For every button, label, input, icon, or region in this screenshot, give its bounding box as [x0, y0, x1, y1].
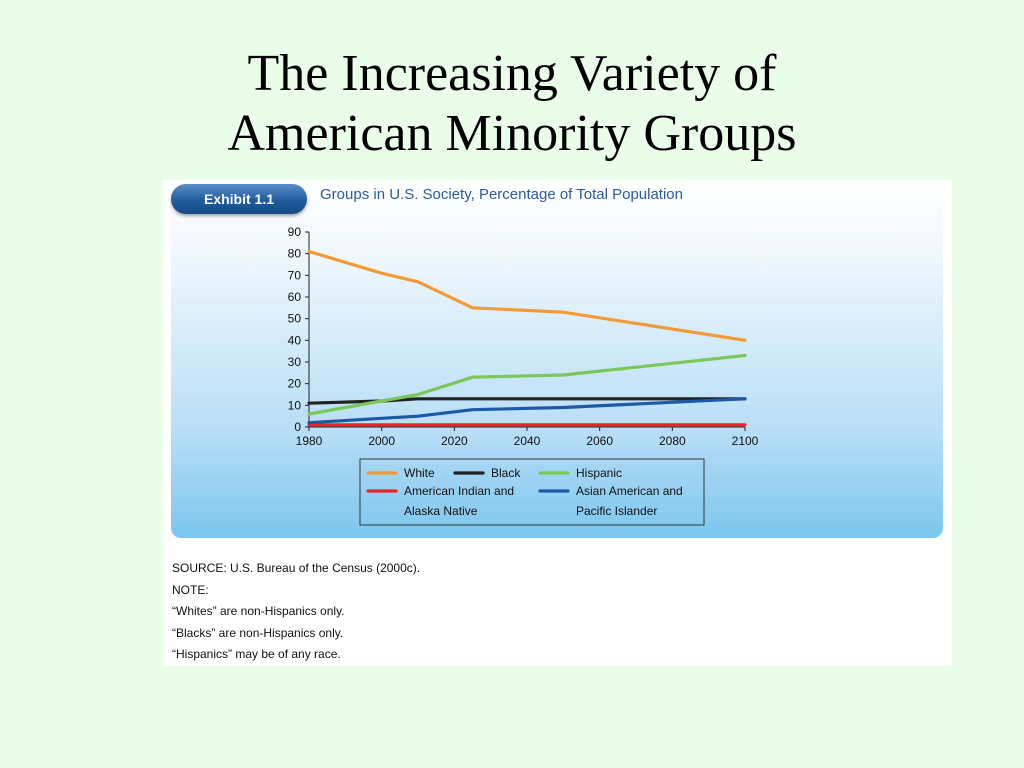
y-tick-label: 50 [288, 312, 302, 326]
y-tick-label: 10 [288, 398, 302, 412]
y-tick-label: 20 [288, 377, 302, 391]
y-tick-label: 70 [288, 268, 302, 282]
x-tick-label: 2020 [441, 434, 468, 448]
y-tick-label: 80 [288, 247, 302, 261]
legend-label: White [404, 466, 435, 480]
legend-label: Pacific Islander [576, 504, 657, 518]
series-line-4 [307, 397, 747, 425]
series-line-2 [307, 353, 747, 416]
slide-title-line-2: American Minority Groups [227, 105, 797, 162]
chart-background [171, 184, 943, 538]
x-tick-label: 2000 [368, 434, 395, 448]
exhibit-badge: Exhibit 1.1 [171, 184, 307, 214]
x-tick-label: 2080 [659, 434, 686, 448]
legend-label: Asian American and [576, 484, 683, 498]
series-line-1 [307, 397, 747, 405]
y-tick-label: 0 [294, 420, 301, 434]
legend-box [359, 458, 705, 526]
source-notes: SOURCE: U.S. Bureau of the Census (2000c… [172, 558, 420, 666]
note-line: “Hispanics” may be of any race. [172, 647, 341, 661]
series-line-0 [307, 249, 747, 342]
x-tick-label: 2060 [586, 434, 613, 448]
legend-label: American Indian and [404, 484, 514, 498]
legend-label: Alaska Native [404, 504, 478, 518]
x-tick-label: 2040 [514, 434, 541, 448]
legend-label: Black [491, 466, 521, 480]
note-label: NOTE: [172, 582, 209, 597]
y-tick-label: 30 [288, 355, 302, 369]
y-tick-label: 90 [288, 225, 302, 239]
x-tick-label: 1980 [296, 434, 323, 448]
exhibit-panel: Exhibit 1.1 Groups in U.S. Society, Perc… [163, 180, 952, 666]
source-line: SOURCE: U.S. Bureau of the Census (2000c… [172, 561, 421, 575]
line-chart: 0 10 20 30 40 50 60 70 80 90 1980 2000 2020 2040 2060 2… [288, 225, 759, 526]
y-tick-label: 40 [288, 333, 302, 347]
note-line: “Blacks” are non-Hispanics only. [172, 625, 344, 640]
note-line: “Whites” are non-Hispanics only. [172, 604, 345, 618]
chart-heading: Groups in U.S. Society, Percentage of To… [320, 186, 683, 203]
x-tick-label: 2100 [732, 434, 759, 448]
slide-title-line-1: The Increasing Variety of [247, 45, 777, 102]
slide-title: The Increasing Variety of American Minor… [0, 44, 1024, 164]
legend-label: Hispanic [576, 466, 622, 480]
y-tick-label: 60 [288, 290, 302, 304]
